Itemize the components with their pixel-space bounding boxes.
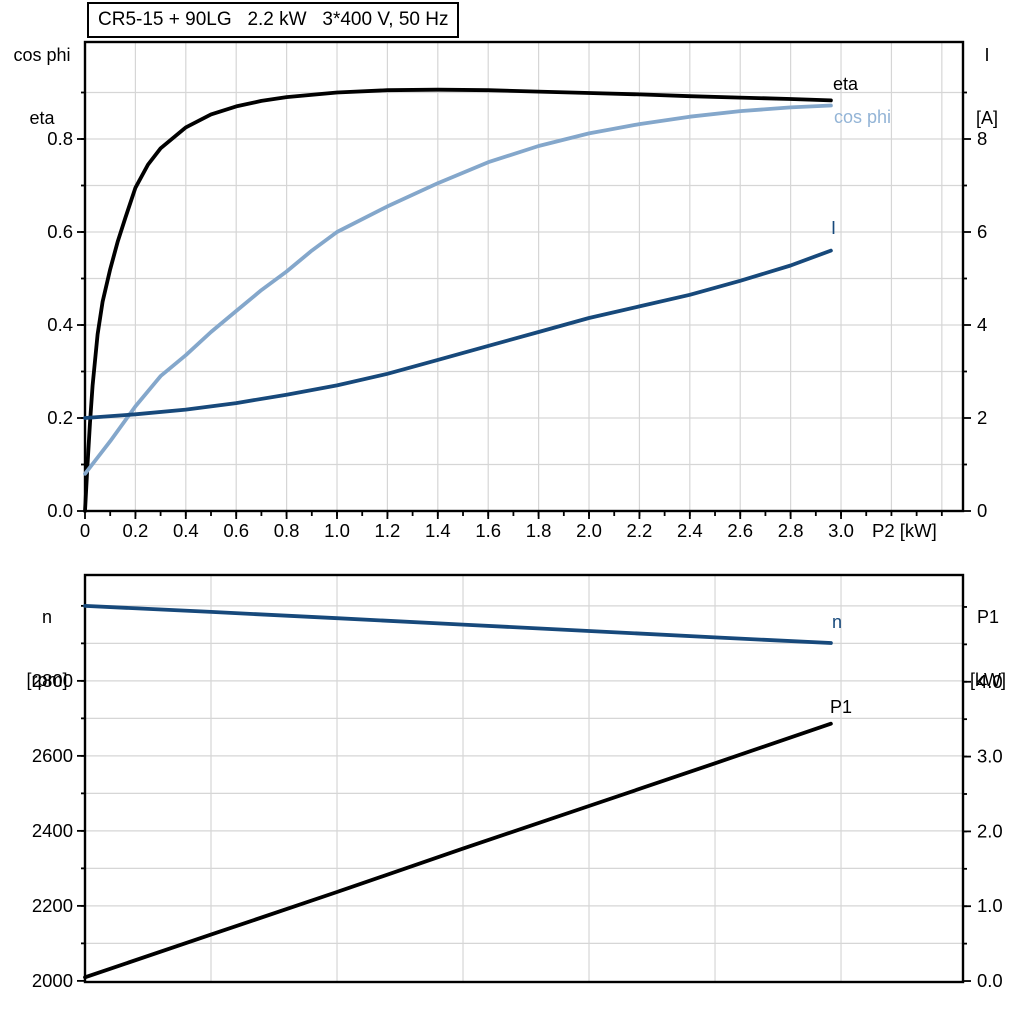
gridlines	[85, 575, 963, 982]
svg-text:0.6: 0.6	[223, 520, 249, 541]
svg-text:2: 2	[977, 407, 987, 428]
svg-text:1.6: 1.6	[475, 520, 501, 541]
svg-text:0.8: 0.8	[47, 128, 73, 149]
svg-text:1.0: 1.0	[977, 895, 1003, 916]
bottom-left-axis-title: n [rpm]	[6, 565, 88, 712]
tick-labels: 2000 2200 2400 2600 2800 0.0 1.0 2.0 3.0 4.0	[32, 670, 1003, 991]
svg-text:1.0: 1.0	[324, 520, 350, 541]
svg-text:8: 8	[977, 128, 987, 149]
svg-text:1.2: 1.2	[375, 520, 401, 541]
series-p1	[83, 721, 833, 980]
left-axis-label-n: n	[41, 607, 52, 627]
svg-text:0: 0	[977, 500, 987, 521]
tick-labels: 0 0.2 0.4 0.6 0.8 1.0 1.2 1.4 1.6 1.8 2.0 2.2 2.4 2.6…	[47, 128, 987, 541]
svg-text:0.2: 0.2	[47, 407, 73, 428]
right-axis-label-kw: [kW]	[970, 670, 1006, 690]
cos-phi-curve-label: cos phi	[834, 107, 892, 127]
chart-title-box: CR5-15 + 90LG 2.2 kW 3*400 V, 50 Hz	[87, 2, 460, 38]
top-left-axis-title: cos phi eta	[0, 3, 84, 150]
svg-text:2200: 2200	[32, 895, 73, 916]
plot-frame	[83, 40, 965, 513]
left-axis-label-rpm: [rpm]	[26, 670, 68, 690]
svg-text:0.4: 0.4	[173, 520, 199, 541]
svg-text:0.6: 0.6	[47, 221, 73, 242]
top-right-axis-title: I [A]	[958, 3, 1016, 150]
svg-text:6: 6	[977, 221, 987, 242]
gridlines	[85, 42, 963, 511]
svg-text:1.4: 1.4	[425, 520, 451, 541]
axis-ticks	[77, 604, 971, 982]
series-speed	[83, 604, 833, 645]
series-eta	[83, 87, 833, 513]
svg-text:0: 0	[80, 520, 90, 541]
current-curve-label: I	[831, 218, 837, 238]
svg-text:0.0: 0.0	[47, 500, 73, 521]
series-current	[83, 248, 833, 420]
svg-text:2.6: 2.6	[727, 520, 753, 541]
right-axis-label-amps: [A]	[975, 108, 998, 128]
svg-text:2000: 2000	[32, 970, 73, 991]
plot-frame	[83, 573, 965, 984]
svg-text:2800: 2800	[32, 670, 73, 691]
svg-text:2.8: 2.8	[778, 520, 804, 541]
svg-text:2.4: 2.4	[677, 520, 703, 541]
eta-curve-label: eta	[833, 74, 859, 94]
svg-text:4.0: 4.0	[977, 671, 1003, 692]
left-axis-label-eta: eta	[29, 108, 55, 128]
svg-text:1.8: 1.8	[526, 520, 552, 541]
right-axis-label-i: I	[984, 45, 990, 65]
svg-text:2600: 2600	[32, 745, 73, 766]
p1-curve-label: P1	[830, 697, 853, 717]
left-axis-label-cos-phi: cos phi	[13, 45, 71, 65]
axis-ticks	[77, 91, 971, 519]
x-axis-title-p2: P2 [kW]	[872, 520, 937, 541]
svg-text:2.2: 2.2	[627, 520, 653, 541]
right-axis-label-p1: P1	[976, 607, 1000, 627]
bottom-right-axis-title: P1 [kW]	[959, 565, 1017, 712]
svg-text:3.0: 3.0	[828, 520, 854, 541]
svg-text:2.0: 2.0	[977, 820, 1003, 841]
svg-text:0.2: 0.2	[123, 520, 149, 541]
svg-text:3.0: 3.0	[977, 746, 1003, 767]
svg-text:4: 4	[977, 314, 987, 335]
svg-text:2.0: 2.0	[576, 520, 602, 541]
svg-text:0.8: 0.8	[274, 520, 300, 541]
svg-text:0.0: 0.0	[977, 970, 1003, 991]
series-cos-phi	[83, 103, 833, 476]
svg-text:2400: 2400	[32, 820, 73, 841]
n-curve-label: n	[832, 612, 843, 632]
svg-text:0.4: 0.4	[47, 314, 73, 335]
